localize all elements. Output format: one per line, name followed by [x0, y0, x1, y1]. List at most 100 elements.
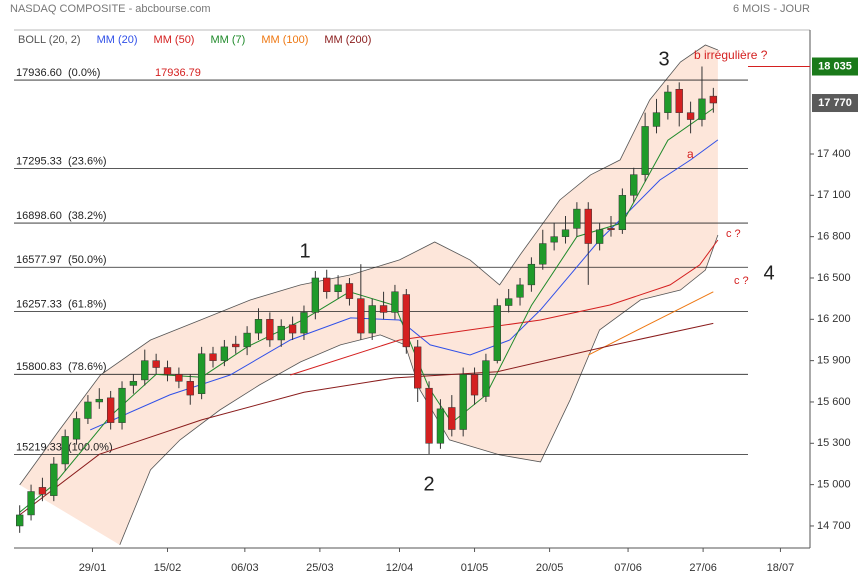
- candle-body: [414, 346, 422, 389]
- candle-body: [493, 305, 501, 361]
- price-tag-label: 18 035: [818, 60, 852, 72]
- moving-average: [290, 239, 719, 376]
- candle-body: [84, 401, 92, 419]
- moving-average: [588, 291, 714, 356]
- candle-body: [38, 487, 47, 495]
- candle-body: [607, 228, 615, 231]
- x-tick-label: 29/01: [79, 562, 107, 574]
- x-tick-label: 07/06: [614, 562, 642, 574]
- fib-level-label: 17295.33 (23.6%): [16, 155, 107, 167]
- chart-title: NASDAQ COMPOSITE - abcbourse.com: [10, 3, 211, 15]
- legend-entry: MM (20): [97, 34, 138, 46]
- x-tick-label: 12/04: [386, 562, 414, 574]
- fib-level-label: 16898.60 (38.2%): [16, 210, 107, 222]
- candle-body: [436, 408, 445, 444]
- candle-body: [573, 208, 581, 229]
- x-tick-label: 27/06: [689, 562, 717, 574]
- candle-body: [709, 95, 718, 104]
- y-tick-label: 15 000: [817, 479, 851, 491]
- candle-body: [254, 319, 263, 334]
- bollinger-lower: [119, 234, 719, 545]
- legend-entry: MM (7): [210, 34, 245, 46]
- candle-body: [448, 407, 456, 430]
- candle-body: [288, 324, 297, 334]
- candle-body: [334, 284, 342, 293]
- candle-body: [141, 360, 149, 381]
- x-tick-label: 20/05: [536, 562, 564, 574]
- candle-body: [470, 374, 479, 396]
- price-tag-label: 17 770: [818, 97, 852, 109]
- y-tick-label: 15 300: [817, 437, 851, 449]
- annotation: a: [687, 147, 694, 161]
- moving-average: [89, 139, 719, 431]
- candle-body: [72, 418, 81, 440]
- x-tick-label: 06/03: [231, 562, 259, 574]
- x-tick-label: 01/05: [461, 562, 489, 574]
- candle-body: [50, 463, 58, 496]
- candle-body: [379, 305, 388, 313]
- candle-body: [504, 298, 513, 306]
- candle-body: [197, 353, 206, 394]
- candle-body: [95, 398, 103, 403]
- price-tag-box: [812, 57, 858, 76]
- x-tick-label: 18/07: [767, 562, 795, 574]
- fib-level-label: 17936.60 (0.0%): [16, 67, 100, 79]
- candle-body: [482, 360, 490, 397]
- annotation: 4: [763, 262, 774, 284]
- annotation: c ?: [734, 275, 749, 287]
- annotation: b irrégulière ?: [694, 48, 768, 62]
- annotation: c ?: [726, 228, 741, 240]
- candle-body: [129, 381, 138, 386]
- fib-level-label: 15800.83 (78.6%): [16, 361, 107, 373]
- candle-body: [277, 325, 285, 341]
- y-tick-label: 17 100: [817, 189, 851, 201]
- candle-body: [209, 353, 217, 361]
- candle-body: [323, 277, 331, 293]
- candle-body: [300, 312, 308, 334]
- x-tick-label: 25/03: [306, 562, 334, 574]
- bollinger-fill: [19, 45, 718, 545]
- fib-level-label: 16577.97 (50.0%): [16, 254, 107, 266]
- candle-body: [595, 229, 604, 244]
- candle-body: [391, 291, 399, 313]
- legend-entry: MM (50): [154, 34, 195, 46]
- candle-body: [698, 98, 706, 120]
- candle-body: [459, 374, 467, 430]
- candle-body: [186, 381, 194, 396]
- candle-body: [243, 332, 251, 348]
- y-tick-label: 14 700: [817, 520, 851, 532]
- candle-body: [686, 112, 695, 120]
- candle-body: [641, 126, 649, 175]
- x-tick-label: 15/02: [154, 562, 182, 574]
- y-tick-label: 16 500: [817, 272, 851, 284]
- annotation: 1: [299, 240, 310, 262]
- fib-level-label: 16257.33 (61.8%): [16, 298, 107, 310]
- candle-body: [175, 374, 183, 382]
- candle-body: [357, 298, 365, 334]
- bollinger-upper: [19, 44, 719, 486]
- candle-body: [539, 243, 547, 265]
- y-tick-label: 16 800: [817, 231, 851, 243]
- y-tick-label: 15 900: [817, 355, 851, 367]
- candle-body: [516, 284, 524, 298]
- legend-entry: BOLL (20, 2): [18, 34, 81, 46]
- candle-body: [27, 491, 35, 516]
- candle-body: [652, 112, 661, 127]
- legend-entry: MM (100): [261, 34, 308, 46]
- candle-body: [311, 277, 320, 313]
- moving-average: [19, 322, 714, 516]
- candle-body: [232, 343, 240, 348]
- candle-body: [425, 387, 433, 444]
- annotation: 3: [658, 48, 669, 70]
- candle-body: [106, 397, 115, 423]
- y-tick-label: 17 400: [817, 148, 851, 160]
- candle-body: [630, 174, 638, 196]
- candle-body: [550, 236, 558, 243]
- candle-body: [61, 436, 69, 465]
- level-note: 17936.79: [155, 67, 201, 79]
- chart-subtitle: 6 MOIS - JOUR: [733, 3, 810, 15]
- candle-body: [402, 294, 410, 348]
- candle-body: [664, 91, 672, 113]
- y-tick-label: 16 200: [817, 313, 851, 325]
